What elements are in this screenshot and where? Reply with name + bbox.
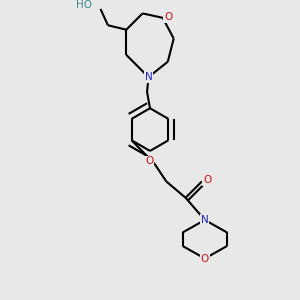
Text: HO: HO <box>76 0 91 11</box>
Text: O: O <box>164 12 172 22</box>
Text: O: O <box>203 175 211 185</box>
Text: O: O <box>201 254 209 263</box>
Text: N: N <box>145 72 152 82</box>
Text: O: O <box>146 156 154 166</box>
Text: N: N <box>201 215 209 225</box>
